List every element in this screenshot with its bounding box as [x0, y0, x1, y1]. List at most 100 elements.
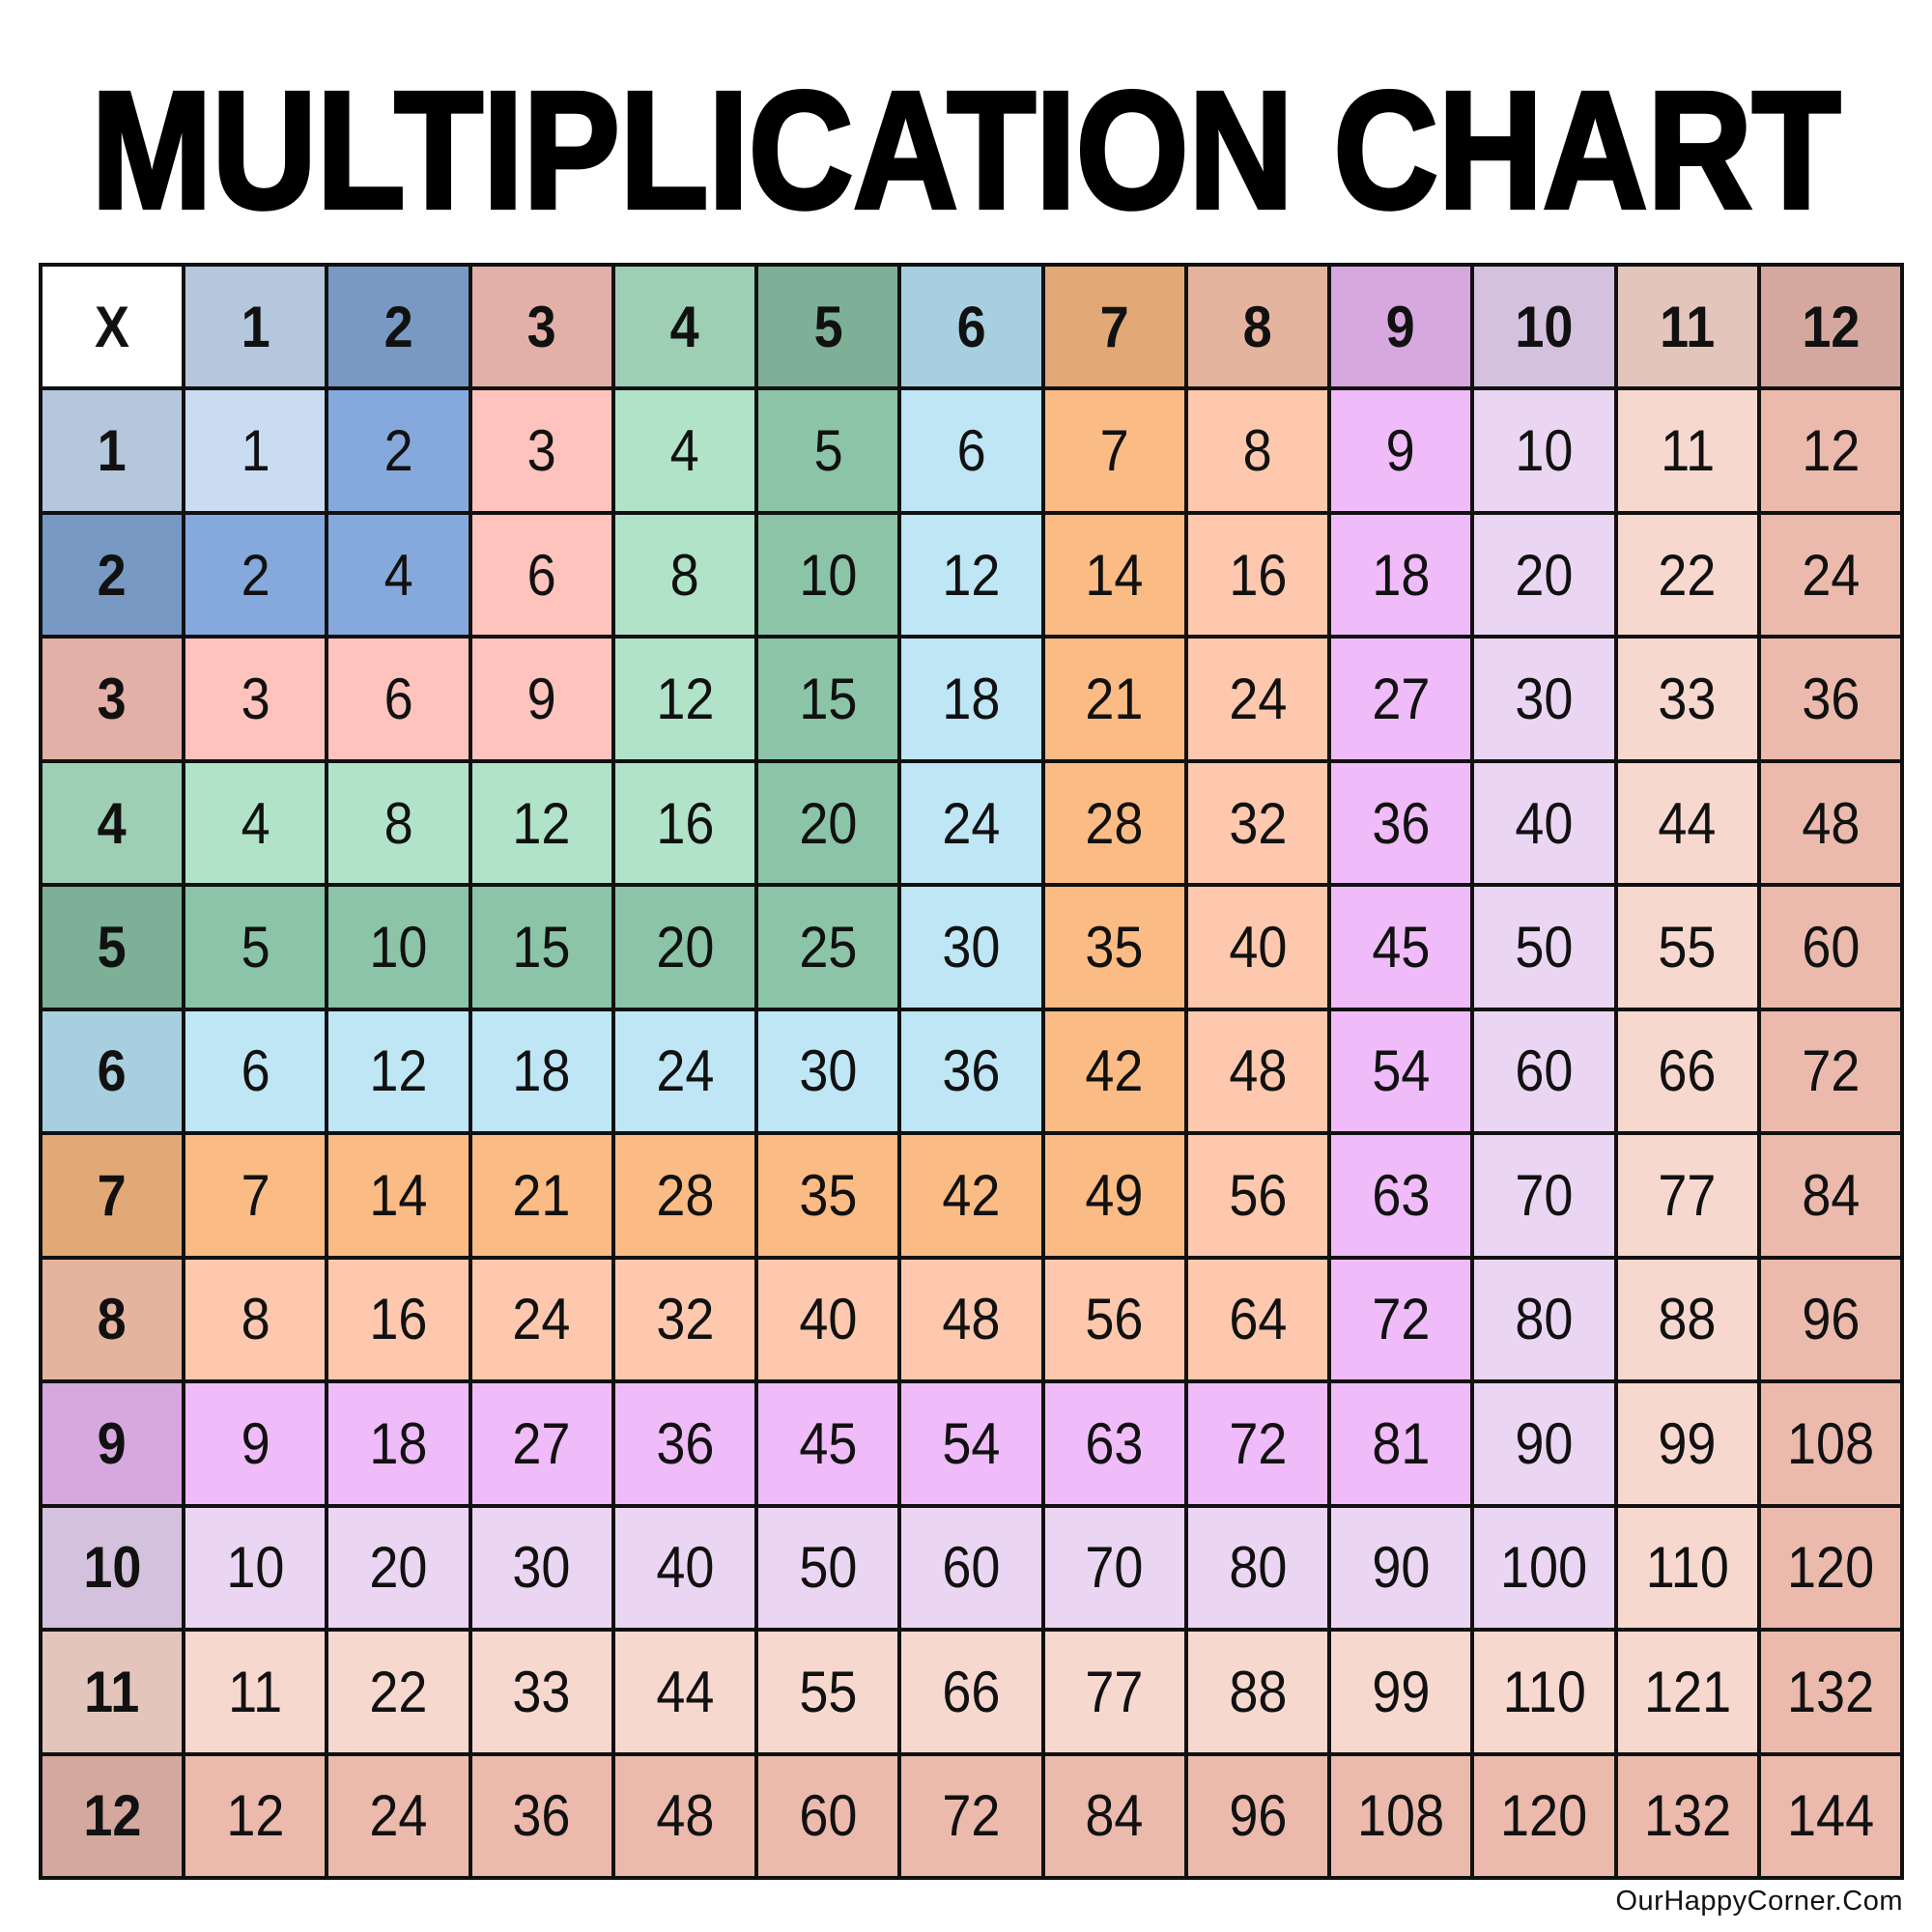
cell-value: 3 [526, 418, 556, 484]
table-cell: 20 [328, 1507, 469, 1629]
cell-value: 10 [369, 915, 428, 980]
cell-value: 32 [1228, 790, 1287, 856]
table-cell: 28 [614, 1135, 755, 1256]
table-cell: 5 [185, 887, 326, 1008]
cell-value: 60 [1801, 915, 1860, 980]
cell-value: 99 [1658, 1410, 1717, 1476]
table-cell: 35 [758, 1135, 898, 1256]
table-cell: 12 [614, 639, 755, 759]
table-cell: 12 [328, 1010, 469, 1132]
table-cell: 120 [1474, 1755, 1614, 1876]
cell-value: 132 [1643, 1783, 1731, 1849]
table-cell: 70 [1474, 1135, 1614, 1256]
cell-value: 35 [1085, 915, 1144, 980]
cell-value: 15 [799, 667, 858, 732]
column-header: 5 [758, 267, 898, 387]
table-cell: 6 [328, 639, 469, 759]
table-cell: 96 [1760, 1259, 1900, 1380]
table-cell: 48 [1187, 1010, 1328, 1132]
cell-value: 28 [655, 1162, 715, 1228]
cell-value: 16 [655, 790, 715, 856]
cell-value: 11 [84, 1659, 140, 1724]
cell-value: 54 [1372, 1038, 1431, 1104]
cell-value: 3 [98, 667, 128, 732]
cell-value: 12 [942, 542, 1001, 608]
table-cell: 16 [614, 762, 755, 884]
table-cell: 36 [901, 1010, 1041, 1132]
table-cell: 30 [1474, 639, 1614, 759]
cell-value: 88 [1228, 1659, 1287, 1724]
table-cell: 88 [1617, 1259, 1757, 1380]
table-cell: 108 [1760, 1383, 1900, 1504]
table-cell: 24 [1760, 514, 1900, 636]
cell-value: 1 [241, 418, 270, 484]
table-cell: 63 [1044, 1383, 1184, 1504]
table-cell: 99 [1331, 1632, 1471, 1752]
cell-value: 42 [1085, 1038, 1144, 1104]
table-cell: 35 [1044, 887, 1184, 1008]
cell-value: 70 [1085, 1535, 1144, 1601]
cell-value: 30 [799, 1038, 858, 1104]
cell-value: 24 [369, 1783, 428, 1849]
cell-value: 9 [241, 1410, 270, 1476]
table-cell: 12 [1760, 390, 1900, 511]
cell-value: 2 [384, 418, 413, 484]
cell-value: 44 [655, 1659, 715, 1724]
column-header: 1 [185, 267, 326, 387]
row-header: 1 [43, 390, 183, 511]
table-cell: 48 [901, 1259, 1041, 1380]
cell-value: 60 [799, 1783, 858, 1849]
table-cell: 24 [1187, 639, 1328, 759]
cell-value: 21 [1085, 667, 1144, 732]
cell-value: 72 [942, 1783, 1001, 1849]
table-cell: 2 [185, 514, 326, 636]
cell-value: 108 [1357, 1783, 1445, 1849]
table-cell: 72 [1331, 1259, 1471, 1380]
table-cell: 70 [1044, 1507, 1184, 1629]
cell-value: 25 [799, 915, 858, 980]
table-cell: 8 [1187, 390, 1328, 511]
corner-header: X [43, 267, 183, 387]
cell-value: 28 [1085, 790, 1144, 856]
column-header: 12 [1760, 267, 1900, 387]
table-cell: 8 [614, 514, 755, 636]
cell-value: 48 [942, 1287, 1001, 1352]
cell-value: 100 [1500, 1535, 1588, 1601]
cell-value: 4 [241, 790, 270, 856]
table-cell: 72 [901, 1755, 1041, 1876]
cell-value: 6 [956, 294, 986, 359]
table-cell: 54 [901, 1383, 1041, 1504]
cell-value: 1 [241, 294, 270, 359]
table-cell: 56 [1187, 1135, 1328, 1256]
table-cell: 24 [901, 762, 1041, 884]
table-cell: 40 [1474, 762, 1614, 884]
cell-value: 3 [241, 667, 270, 732]
cell-value: 7 [1099, 294, 1129, 359]
cell-value: 11 [1660, 294, 1716, 359]
cell-value: 88 [1658, 1287, 1717, 1352]
cell-value: 8 [670, 542, 700, 608]
table-cell: 50 [758, 1507, 898, 1629]
cell-value: 99 [1372, 1659, 1431, 1724]
cell-value: 12 [1801, 294, 1860, 359]
cell-value: 84 [1801, 1162, 1860, 1228]
cell-value: 6 [241, 1038, 270, 1104]
table-cell: 56 [1044, 1259, 1184, 1380]
table-cell: 24 [614, 1010, 755, 1132]
table-cell: 27 [471, 1383, 611, 1504]
cell-value: 16 [369, 1287, 428, 1352]
table-cell: 11 [1617, 390, 1757, 511]
cell-value: 63 [1372, 1162, 1431, 1228]
column-header: 10 [1474, 267, 1614, 387]
cell-value: 8 [1242, 294, 1272, 359]
cell-value: X [95, 294, 130, 359]
cell-value: 14 [1085, 542, 1144, 608]
cell-value: 81 [1372, 1410, 1431, 1476]
table-cell: 48 [1760, 762, 1900, 884]
table-cell: 11 [185, 1632, 326, 1752]
cell-value: 66 [942, 1659, 1001, 1724]
table-cell: 121 [1617, 1632, 1757, 1752]
cell-value: 18 [369, 1410, 428, 1476]
cell-value: 55 [1658, 915, 1717, 980]
cell-value: 30 [1515, 667, 1574, 732]
